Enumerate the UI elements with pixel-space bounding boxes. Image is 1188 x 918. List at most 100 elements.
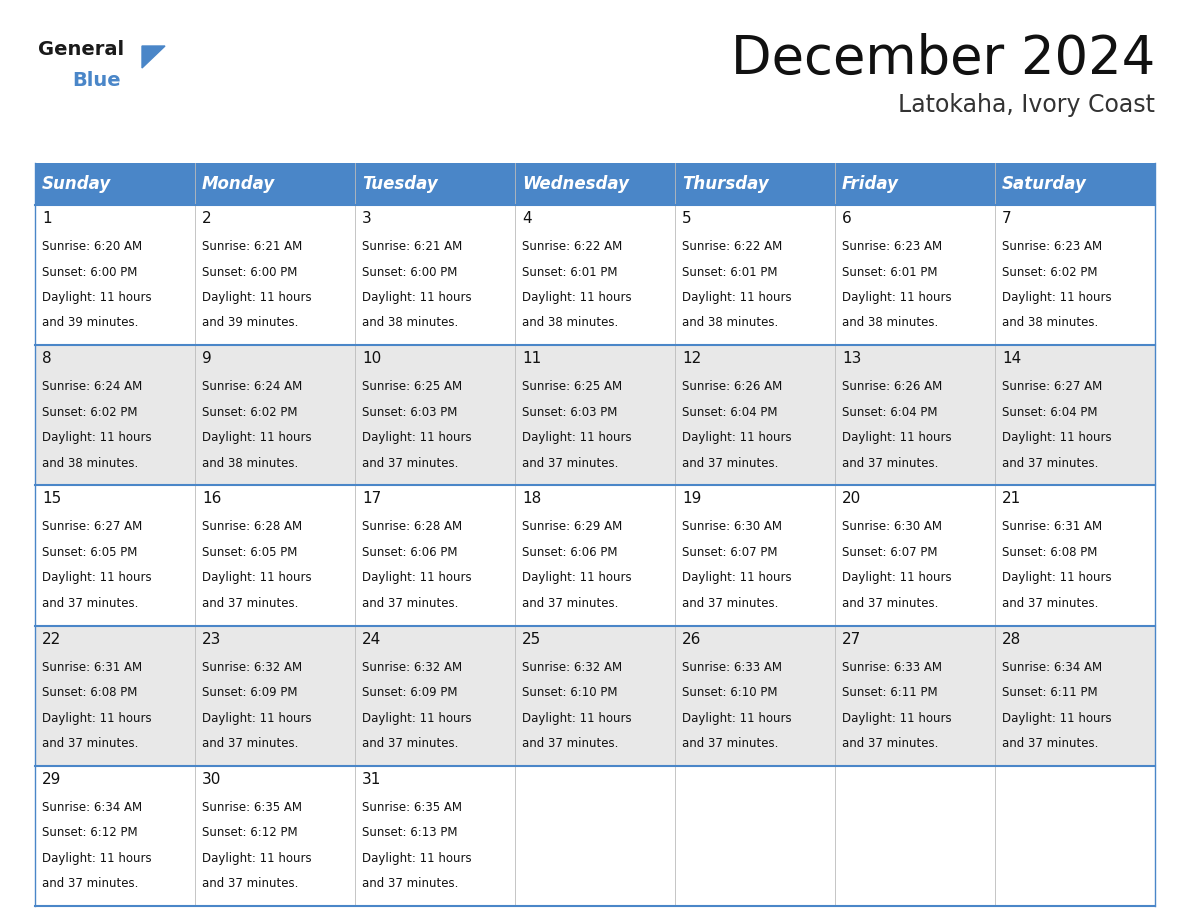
Text: and 37 minutes.: and 37 minutes. <box>42 878 138 890</box>
Text: Sunset: 6:06 PM: Sunset: 6:06 PM <box>362 546 457 559</box>
Text: and 37 minutes.: and 37 minutes. <box>42 737 138 750</box>
Text: Sunrise: 6:28 AM: Sunrise: 6:28 AM <box>362 521 462 533</box>
Text: and 38 minutes.: and 38 minutes. <box>842 317 939 330</box>
Text: and 38 minutes.: and 38 minutes. <box>362 317 459 330</box>
Text: and 37 minutes.: and 37 minutes. <box>842 456 939 470</box>
Text: Daylight: 11 hours: Daylight: 11 hours <box>1001 571 1112 585</box>
Text: and 37 minutes.: and 37 minutes. <box>522 737 619 750</box>
Text: and 37 minutes.: and 37 minutes. <box>362 456 459 470</box>
Text: Sunset: 6:11 PM: Sunset: 6:11 PM <box>1001 686 1098 700</box>
Text: Daylight: 11 hours: Daylight: 11 hours <box>682 571 791 585</box>
Text: Sunrise: 6:25 AM: Sunrise: 6:25 AM <box>362 380 462 393</box>
Text: 22: 22 <box>42 632 62 646</box>
Text: and 38 minutes.: and 38 minutes. <box>202 456 298 470</box>
Text: Daylight: 11 hours: Daylight: 11 hours <box>842 291 952 304</box>
Text: 16: 16 <box>202 491 221 507</box>
Text: Sunset: 6:03 PM: Sunset: 6:03 PM <box>362 406 457 419</box>
Text: Daylight: 11 hours: Daylight: 11 hours <box>842 711 952 724</box>
Text: Sunset: 6:07 PM: Sunset: 6:07 PM <box>842 546 937 559</box>
Text: Sunrise: 6:21 AM: Sunrise: 6:21 AM <box>362 240 462 253</box>
Text: Sunset: 6:04 PM: Sunset: 6:04 PM <box>1001 406 1098 419</box>
Bar <box>34 345 1155 486</box>
Bar <box>516 163 675 205</box>
Text: Sunset: 6:08 PM: Sunset: 6:08 PM <box>1001 546 1098 559</box>
Text: Sunset: 6:00 PM: Sunset: 6:00 PM <box>202 265 297 278</box>
Text: Daylight: 11 hours: Daylight: 11 hours <box>522 711 632 724</box>
Bar <box>34 625 1155 766</box>
Text: Sunset: 6:12 PM: Sunset: 6:12 PM <box>202 826 298 839</box>
Text: Sunset: 6:10 PM: Sunset: 6:10 PM <box>682 686 777 700</box>
Text: Sunday: Sunday <box>42 175 112 193</box>
Text: 7: 7 <box>1001 211 1012 226</box>
Text: Sunrise: 6:23 AM: Sunrise: 6:23 AM <box>842 240 942 253</box>
Text: Saturday: Saturday <box>1001 175 1087 193</box>
Text: and 37 minutes.: and 37 minutes. <box>362 597 459 610</box>
Bar <box>34 486 1155 625</box>
Text: Latokaha, Ivory Coast: Latokaha, Ivory Coast <box>898 93 1155 117</box>
Text: Thursday: Thursday <box>682 175 769 193</box>
Text: 18: 18 <box>522 491 542 507</box>
Text: 25: 25 <box>522 632 542 646</box>
Text: Daylight: 11 hours: Daylight: 11 hours <box>1001 431 1112 444</box>
Text: Sunset: 6:02 PM: Sunset: 6:02 PM <box>1001 265 1098 278</box>
Text: 20: 20 <box>842 491 861 507</box>
Text: Daylight: 11 hours: Daylight: 11 hours <box>522 571 632 585</box>
Polygon shape <box>143 46 165 68</box>
Text: 23: 23 <box>202 632 221 646</box>
Text: 10: 10 <box>362 352 381 366</box>
Text: 29: 29 <box>42 772 62 787</box>
Text: 4: 4 <box>522 211 531 226</box>
Text: Sunset: 6:02 PM: Sunset: 6:02 PM <box>202 406 297 419</box>
Text: Sunset: 6:09 PM: Sunset: 6:09 PM <box>362 686 457 700</box>
Text: General: General <box>38 40 124 59</box>
Text: Sunrise: 6:26 AM: Sunrise: 6:26 AM <box>842 380 942 393</box>
Text: Sunset: 6:00 PM: Sunset: 6:00 PM <box>362 265 457 278</box>
Text: December 2024: December 2024 <box>731 33 1155 85</box>
Text: Tuesday: Tuesday <box>362 175 437 193</box>
Bar <box>195 163 355 205</box>
Text: Sunset: 6:11 PM: Sunset: 6:11 PM <box>842 686 937 700</box>
Text: Sunset: 6:04 PM: Sunset: 6:04 PM <box>842 406 937 419</box>
Bar <box>34 205 1155 345</box>
Bar <box>996 163 1155 205</box>
Text: Daylight: 11 hours: Daylight: 11 hours <box>1001 711 1112 724</box>
Text: Sunrise: 6:28 AM: Sunrise: 6:28 AM <box>202 521 302 533</box>
Text: and 37 minutes.: and 37 minutes. <box>682 737 778 750</box>
Text: and 38 minutes.: and 38 minutes. <box>522 317 618 330</box>
Text: Daylight: 11 hours: Daylight: 11 hours <box>682 291 791 304</box>
Text: Daylight: 11 hours: Daylight: 11 hours <box>42 571 152 585</box>
Text: Sunset: 6:01 PM: Sunset: 6:01 PM <box>522 265 618 278</box>
Text: and 37 minutes.: and 37 minutes. <box>842 597 939 610</box>
Text: Sunrise: 6:27 AM: Sunrise: 6:27 AM <box>42 521 143 533</box>
Text: Sunset: 6:03 PM: Sunset: 6:03 PM <box>522 406 618 419</box>
Text: Sunset: 6:08 PM: Sunset: 6:08 PM <box>42 686 138 700</box>
Text: 26: 26 <box>682 632 701 646</box>
Text: Sunset: 6:13 PM: Sunset: 6:13 PM <box>362 826 457 839</box>
Text: Sunset: 6:06 PM: Sunset: 6:06 PM <box>522 546 618 559</box>
Text: Sunrise: 6:22 AM: Sunrise: 6:22 AM <box>682 240 782 253</box>
Text: Daylight: 11 hours: Daylight: 11 hours <box>42 711 152 724</box>
Text: Daylight: 11 hours: Daylight: 11 hours <box>202 431 311 444</box>
Bar <box>675 163 835 205</box>
Text: Sunrise: 6:24 AM: Sunrise: 6:24 AM <box>202 380 302 393</box>
Text: Sunset: 6:05 PM: Sunset: 6:05 PM <box>202 546 297 559</box>
Bar <box>34 766 1155 906</box>
Text: 13: 13 <box>842 352 861 366</box>
Text: Sunrise: 6:34 AM: Sunrise: 6:34 AM <box>1001 661 1102 674</box>
Text: Sunset: 6:01 PM: Sunset: 6:01 PM <box>682 265 777 278</box>
Text: and 39 minutes.: and 39 minutes. <box>202 317 298 330</box>
Text: Sunrise: 6:35 AM: Sunrise: 6:35 AM <box>362 800 462 813</box>
Text: Sunrise: 6:30 AM: Sunrise: 6:30 AM <box>842 521 942 533</box>
Bar <box>355 163 516 205</box>
Bar <box>34 163 195 205</box>
Text: 21: 21 <box>1001 491 1022 507</box>
Text: 15: 15 <box>42 491 62 507</box>
Text: 6: 6 <box>842 211 852 226</box>
Text: Sunrise: 6:23 AM: Sunrise: 6:23 AM <box>1001 240 1102 253</box>
Text: Sunrise: 6:27 AM: Sunrise: 6:27 AM <box>1001 380 1102 393</box>
Text: Sunset: 6:04 PM: Sunset: 6:04 PM <box>682 406 777 419</box>
Text: and 37 minutes.: and 37 minutes. <box>1001 597 1099 610</box>
Text: Daylight: 11 hours: Daylight: 11 hours <box>362 711 472 724</box>
Text: and 37 minutes.: and 37 minutes. <box>522 597 619 610</box>
Text: Daylight: 11 hours: Daylight: 11 hours <box>202 711 311 724</box>
